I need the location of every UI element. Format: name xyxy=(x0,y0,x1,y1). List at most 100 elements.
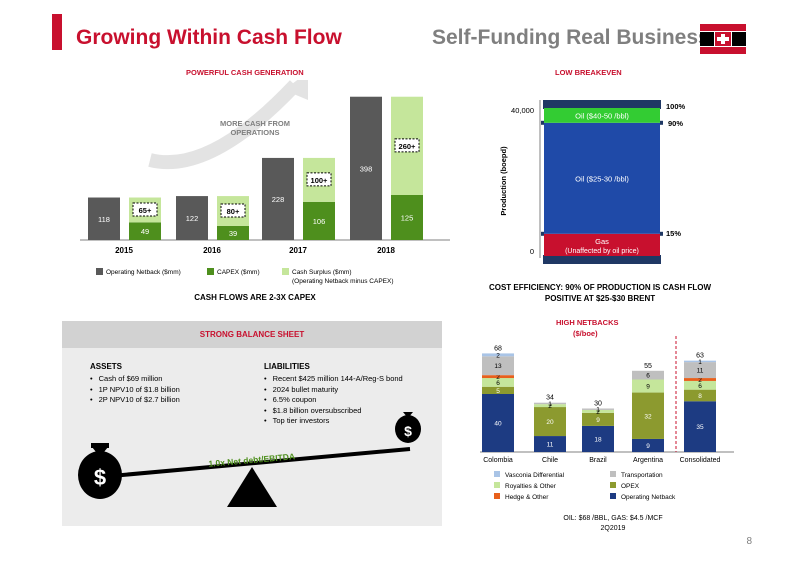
surplus-label-box xyxy=(220,203,246,218)
legend-transport: Transportation xyxy=(621,472,663,479)
legend-royalties: Royalties & Other xyxy=(505,483,556,490)
surplus-value: 100+ xyxy=(311,176,329,185)
surplus-label-box xyxy=(306,172,332,187)
pct-15-label: 15% xyxy=(666,229,681,238)
legend-capex-label: CAPEX ($mm) xyxy=(217,269,260,276)
legend-opex: OPEX xyxy=(621,483,640,490)
segment-label-gas: Gas xyxy=(595,237,609,246)
segment-value: 1 xyxy=(548,401,552,408)
svg-text:$: $ xyxy=(404,423,412,439)
segment-value: 40 xyxy=(494,421,502,428)
legend-hedge-swatch xyxy=(494,493,500,499)
royalties-segment xyxy=(684,380,716,390)
segment-value: 2 xyxy=(698,377,702,384)
category-label: Argentina xyxy=(633,457,663,464)
segment-value: 6 xyxy=(698,383,702,390)
legend-netback-swatch xyxy=(96,268,103,275)
netbacks-heading: HIGH NETBACKS xyxy=(556,318,619,327)
netback-segment xyxy=(632,438,664,452)
capex-bar xyxy=(129,222,161,240)
cash-flow-chart: MORE CASH FROM OPERATIONS 118 49 65+ 2015 12… xyxy=(80,80,450,285)
netback-segment xyxy=(582,425,614,452)
title-accent-bar xyxy=(52,14,62,50)
netbacks-footnote-2: 2Q2019 xyxy=(600,525,626,532)
surplus-value: 260+ xyxy=(399,142,417,151)
company-logo-icon xyxy=(700,24,746,54)
cash-flow-caption: CASH FLOWS ARE 2-3X CAPEX xyxy=(194,293,316,302)
barrel-hoop xyxy=(660,120,663,125)
segment-value: 2 xyxy=(496,352,500,359)
legend-operating-netback: Operating Netback xyxy=(621,494,676,501)
arrow-label-2: OPERATIONS xyxy=(230,128,279,137)
y-tick-top: 40,000 xyxy=(511,106,534,115)
liabilities-title: LIABILITIES xyxy=(264,362,310,371)
netback-bar xyxy=(176,196,208,240)
netback-segment xyxy=(482,394,514,452)
barrel-bottom-rim xyxy=(543,255,661,264)
gas-segment xyxy=(544,233,660,256)
total-value: 34 xyxy=(546,395,554,402)
segment-value: 6 xyxy=(496,380,500,387)
svg-text:$: $ xyxy=(94,465,106,490)
liabilities-list: Recent $425 million 144-A/Reg-S bond 202… xyxy=(264,374,403,427)
segment-value: 5 xyxy=(496,388,500,395)
breakeven-chart: Production (boepd) 40,000 0 Oil ($40-50 … xyxy=(499,100,686,264)
capex-value: 125 xyxy=(401,214,414,223)
barrel-hoop xyxy=(541,120,544,125)
netback-value: 122 xyxy=(186,214,199,223)
netback-bar xyxy=(262,157,294,240)
segment-value: 2 xyxy=(548,403,552,410)
royalties-segment xyxy=(482,378,514,387)
liability-item: Top tier investors xyxy=(264,416,403,427)
capex-value: 49 xyxy=(141,227,149,236)
opex-segment xyxy=(684,389,716,402)
opex-segment xyxy=(482,386,514,394)
segment-value: 11 xyxy=(697,368,704,375)
legend-transport-swatch xyxy=(610,471,616,477)
netback-segment xyxy=(684,401,716,452)
segment-value: 32 xyxy=(644,413,652,420)
netback-bar xyxy=(88,197,120,240)
total-value: 68 xyxy=(494,345,502,352)
category-label: Consolidated xyxy=(680,457,721,464)
barrel-top-rim xyxy=(543,100,661,109)
segment-value: 35 xyxy=(696,424,704,431)
legend-vasconia: Vasconia Differential xyxy=(505,472,565,479)
royalties-segment xyxy=(534,404,566,408)
segment-value: 8 xyxy=(698,393,702,400)
total-value: 55 xyxy=(644,363,652,370)
total-value: 30 xyxy=(594,401,602,408)
growth-arrow-head xyxy=(284,80,308,100)
cash-generation-heading: POWERFUL CASH GENERATION xyxy=(186,68,304,77)
segment-label-gas-note: (Unaffected by oil price) xyxy=(565,248,639,255)
netback-value: 398 xyxy=(360,164,373,173)
page-title-left: Growing Within Cash Flow xyxy=(76,26,342,49)
assets-title: ASSETS xyxy=(90,362,123,371)
pct-100-label: 100% xyxy=(666,102,686,111)
arrow-label-1: MORE CASH FROM xyxy=(220,119,290,128)
liability-item: 6.5% coupon xyxy=(264,395,403,406)
segment-value: 1 xyxy=(596,407,600,414)
surplus-label-box xyxy=(132,202,158,217)
transport-segment xyxy=(582,408,614,410)
vasconia-segment xyxy=(482,353,514,357)
liability-item: 2024 bullet maturity xyxy=(264,385,403,396)
seesaw-label: 1.0x Net debt/EBITDA xyxy=(208,451,295,469)
segment-value: 1 xyxy=(698,359,702,366)
netback-value: 228 xyxy=(272,195,285,204)
transport-segment xyxy=(482,356,514,376)
barrel-hoop xyxy=(541,231,544,236)
year-tick-label: 2016 xyxy=(203,246,221,255)
page-number: 8 xyxy=(746,536,752,547)
legend-vasconia-swatch xyxy=(494,471,500,477)
legend-netback-label: Operating Netback ($mm) xyxy=(106,269,181,276)
netback-value: 118 xyxy=(98,215,110,224)
segment-value: 11 xyxy=(547,442,554,449)
legend-capex-swatch xyxy=(207,268,214,275)
capex-value: 39 xyxy=(229,229,237,238)
hedge-segment xyxy=(482,375,514,379)
money-bag-left-icon: $ xyxy=(78,443,122,499)
total-value: 63 xyxy=(696,353,704,360)
year-tick-label: 2018 xyxy=(377,246,395,255)
liability-item: $1.8 billion oversubscribed xyxy=(264,406,403,417)
